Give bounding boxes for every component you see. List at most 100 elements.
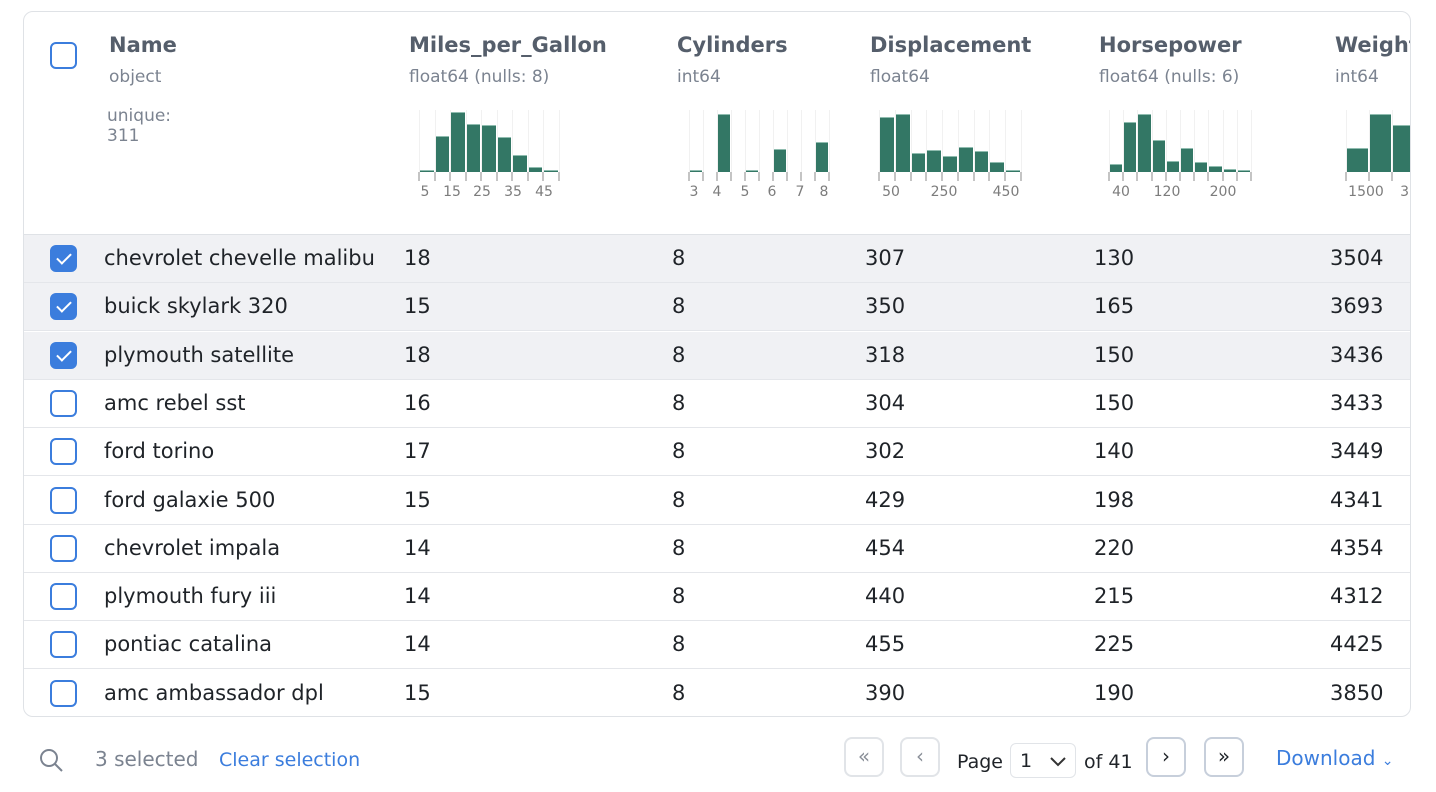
row-checkbox[interactable] [50,341,77,369]
histogram-gridline [745,110,746,172]
histogram-bar[interactable] [816,142,828,172]
histogram-bar[interactable] [451,112,465,172]
cell-displacement: 302 [865,439,906,464]
column-name[interactable]: Cylinders [677,33,788,57]
histogram-bar[interactable] [466,124,481,172]
histogram-bar[interactable] [1124,122,1137,172]
histogram-tick [1221,172,1224,181]
row-checkbox[interactable] [50,389,77,417]
row-checkbox[interactable] [50,534,77,562]
previous-page-button[interactable]: ‹ [900,737,940,777]
histogram-bar[interactable] [1181,148,1194,172]
table-row[interactable]: chevrolet chevelle malibu 18 8 307 130 3504 [24,235,1410,283]
table-row[interactable]: chevrolet impala 14 8 454 220 4354 [24,525,1410,573]
histogram-gridline [1368,110,1370,172]
cell-name: chevrolet chevelle malibu [104,246,375,270]
column-name[interactable]: Horsepower [1099,33,1242,57]
histogram-bar[interactable] [718,114,730,172]
row-checkbox[interactable] [50,486,77,514]
histogram-bar[interactable] [958,147,973,172]
histogram-bar[interactable] [911,153,926,172]
search-icon[interactable] [38,747,64,773]
histogram-bar[interactable] [1237,169,1250,172]
histogram-gridline [434,110,436,172]
histogram-bar[interactable] [974,151,989,172]
histogram-tick [956,172,959,181]
histogram-bar[interactable] [1347,148,1368,172]
histogram-bar[interactable] [1223,169,1236,172]
histogram-bar[interactable] [1110,163,1123,172]
histogram-tick [941,172,944,181]
histogram-bar[interactable] [895,113,910,172]
histogram-bar[interactable] [1209,166,1222,172]
histogram-bar[interactable] [497,137,512,172]
column-name[interactable]: Miles_per_Gallon [409,33,607,57]
histogram-bar[interactable] [1195,161,1208,172]
double-chevron-left-icon: « [857,744,871,768]
histogram-tick [1150,172,1153,181]
histogram-gridline [1137,110,1139,172]
histogram-bar[interactable] [746,170,758,172]
cell-cylinders: 8 [672,294,686,319]
histogram-gridline [1021,110,1022,172]
table-row[interactable]: plymouth satellite 18 8 318 150 3436 [24,331,1410,380]
table-row[interactable]: plymouth fury iii 14 8 440 215 4312 [24,573,1410,622]
last-page-button[interactable]: » [1204,737,1244,777]
first-page-button[interactable]: « [844,737,884,777]
histogram-tick [744,172,746,181]
row-checkbox[interactable] [50,245,77,272]
row-checkbox[interactable] [50,583,77,611]
histogram-tick-label: 3 [689,184,699,200]
histogram-bar[interactable] [528,166,543,172]
column-type: object [109,67,162,87]
table-row[interactable]: amc ambassador dpl 15 8 390 190 3850 [24,670,1410,716]
histogram-bar[interactable] [1152,139,1165,172]
histogram-bar[interactable] [880,116,894,172]
histogram-bar[interactable] [1138,114,1151,172]
clear-selection-link[interactable]: Clear selection [219,749,361,771]
histogram-tick-label: 5 [420,184,430,200]
download-button[interactable]: Download ⌄ [1276,746,1394,770]
cell-horsepower: 165 [1094,294,1135,319]
table-row[interactable]: buick skylark 320 15 8 350 165 3693 [24,283,1410,332]
histogram-tick-label: 50 [882,184,900,200]
histogram-bar[interactable] [927,149,942,172]
histogram-tick-label: 35 [504,184,522,200]
table-row[interactable]: pontiac catalina 14 8 455 225 4425 [24,621,1410,670]
select-all-checkbox[interactable] [50,42,77,69]
histogram-bar[interactable] [690,170,702,172]
table-row[interactable]: ford torino 17 8 302 140 3449 [24,428,1410,477]
histogram-gridline [957,110,959,172]
histogram-tick [1367,172,1370,181]
column-name[interactable]: Displacement [870,33,1032,57]
next-page-button[interactable]: › [1146,737,1186,777]
table-row[interactable]: amc rebel sst 16 8 304 150 3433 [24,380,1410,428]
row-checkbox[interactable] [50,679,77,707]
histogram-bar[interactable] [435,136,450,172]
cell-name: amc ambassador dpl [104,680,324,705]
histogram-tick-label: 25 [473,184,491,200]
histogram-bar[interactable] [1006,169,1020,172]
histogram: 1500 3500 [1345,110,1410,200]
page-select[interactable]: 1 [1010,743,1076,778]
cell-name: chevrolet impala [104,535,281,560]
histogram-bar[interactable] [420,170,434,172]
histogram-bar[interactable] [990,161,1005,172]
histogram-bar[interactable] [544,170,558,172]
histogram-bar[interactable] [1369,114,1391,172]
table-row[interactable]: ford galaxie 500 15 8 429 198 4341 [24,477,1410,525]
histogram-bar[interactable] [482,124,496,172]
cell-horsepower: 130 [1094,246,1135,270]
row-checkbox[interactable] [50,631,77,659]
chevron-down-icon: ⌄ [1381,753,1394,769]
histogram-bar[interactable] [1392,124,1410,172]
column-name[interactable]: Weight_in_lbs [1335,33,1411,57]
histogram-bar[interactable] [1166,160,1179,172]
histogram-bar[interactable] [513,155,527,172]
histogram-bar[interactable] [943,155,957,172]
histogram-bar[interactable] [774,148,786,172]
column-name[interactable]: Name [109,33,177,57]
histogram-gridline [910,110,912,172]
row-checkbox[interactable] [50,438,77,466]
row-checkbox[interactable] [50,293,77,321]
